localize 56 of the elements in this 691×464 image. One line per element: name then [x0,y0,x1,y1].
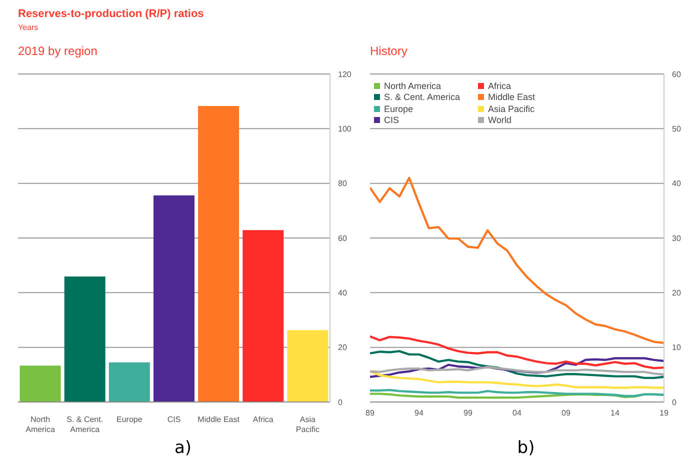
chart-title: History [370,44,408,58]
y-tick-label: 20 [338,343,348,352]
y-tick-label: 30 [672,234,682,243]
bar [242,230,284,402]
x-tick-label: CIS [167,415,181,424]
y-tick-label: 0 [672,398,677,407]
y-tick-label: 60 [338,234,348,243]
x-tick-label: 09 [562,408,571,418]
legend-label: World [487,114,512,126]
y-tick-label: 120 [338,70,352,79]
x-tick-label: S. & Cent. America [66,415,104,434]
text: b) [516,438,536,458]
x-tick-label: Middle East [198,415,240,424]
line-series [370,357,664,378]
x-tick-label: Africa [252,415,274,424]
x-tick-label: 14 [610,408,620,418]
text: a) [173,438,193,458]
legend-label: Middle East [487,92,536,103]
x-tick-label: 99 [464,408,473,418]
y-tick-label: 20 [672,288,682,298]
y-tick-label: 80 [338,179,348,188]
y-tick-label: 40 [672,179,682,188]
line-series [370,335,664,370]
legend-label: Asia Pacific [487,103,536,114]
bar [108,362,150,402]
bar [64,276,106,402]
bar [153,195,194,402]
x-tick-label: 94 [414,408,424,418]
y-tick-label: 100 [338,124,352,134]
y-tick-label: 50 [672,124,682,134]
chart-subtitle: 2019 by region [18,44,98,58]
bar [287,330,328,402]
line-series [370,350,664,380]
y-axis-title: Years [18,23,38,32]
x-tick-label: 04 [512,408,522,418]
x-tick-label: 89 [366,408,375,418]
legend-label: Africa [487,80,512,92]
y-tick-label: 0 [338,398,343,407]
bar [20,366,61,402]
x-tick-label: Asia Pacific [296,415,320,434]
x-tick-label: North America [26,415,56,434]
line-series [370,370,664,389]
line-series [370,388,664,398]
y-tick-label: 10 [672,343,682,352]
line-series [370,366,664,376]
line-series [370,176,664,344]
legend-label: CIS [383,114,400,126]
y-tick-label: 60 [672,70,682,79]
x-tick-label: 19 [660,408,669,418]
legend-label: S. & Cent. America [383,92,460,103]
legend-label: Europe [383,103,414,114]
legend-label: North America [383,80,442,92]
y-tick-label: 40 [338,288,348,298]
x-tick-label: Europe [116,415,143,424]
chart-title: Reserves-to-production (R/P) ratios [18,8,204,20]
bar [198,106,240,402]
